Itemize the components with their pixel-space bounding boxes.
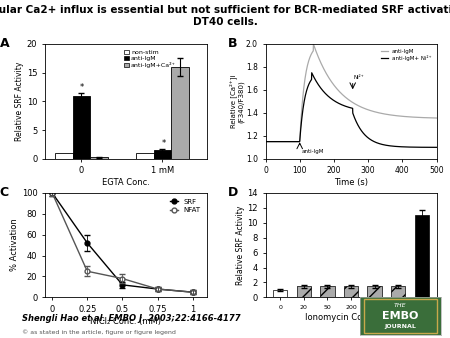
Bar [171,67,189,159]
Text: Shengli Hao et al. EMBO J. 2003;22:4166-4177: Shengli Hao et al. EMBO J. 2003;22:4166-… [22,314,241,323]
Legend: non-stim, anti-IgM, anti-IgM+Ca²⁺: non-stim, anti-IgM, anti-IgM+Ca²⁺ [121,47,178,71]
Text: EMBO: EMBO [382,311,418,321]
Y-axis label: % Activation: % Activation [10,219,19,271]
NFAT [155,287,160,291]
X-axis label: Ionomycin Conc. (nM): Ionomycin Conc. (nM) [305,313,397,322]
Bar [344,286,358,297]
SRF [50,191,55,195]
Bar [153,150,171,159]
SRF [120,283,125,287]
Y-axis label: Relative [Ca²⁺]i
(F340/F380): Relative [Ca²⁺]i (F340/F380) [229,75,244,128]
Bar [90,157,108,159]
Text: JOURNAL: JOURNAL [385,324,416,329]
Bar [320,286,334,297]
X-axis label: NiCl₂ Conc. (mM): NiCl₂ Conc. (mM) [90,317,162,326]
NFAT [50,191,55,195]
X-axis label: EGTA Conc.: EGTA Conc. [102,178,150,187]
Bar [55,153,72,159]
Text: Ni²⁺: Ni²⁺ [354,75,364,79]
Y-axis label: Relative SRF Activity: Relative SRF Activity [15,62,24,141]
Bar [136,153,153,159]
Bar [414,215,429,297]
NFAT [120,276,125,281]
Text: *: * [80,82,85,92]
Legend: SRF, NFAT: SRF, NFAT [167,196,203,216]
SRF [190,290,196,294]
NFAT [190,290,196,294]
Text: B: B [228,37,238,50]
X-axis label: Time (s): Time (s) [334,178,368,187]
Text: C: C [0,186,9,199]
SRF [155,287,160,291]
Bar [391,286,405,297]
Text: © as stated in the article, figure or figure legend: © as stated in the article, figure or fi… [22,329,176,335]
Text: D: D [228,186,238,199]
Y-axis label: Relative SRF Activity: Relative SRF Activity [236,206,245,285]
Line: SRF: SRF [50,190,195,295]
Line: NFAT: NFAT [50,190,195,295]
Text: Extracellular Ca2+ influx is essential but not sufficient for BCR-mediated SRF a: Extracellular Ca2+ influx is essential b… [0,5,450,27]
Legend: anti-IgM, anti-IgM+ Ni²⁺: anti-IgM, anti-IgM+ Ni²⁺ [378,47,434,63]
Bar [273,290,288,297]
Bar [297,286,311,297]
SRF [85,241,90,245]
Text: anti-IgM: anti-IgM [302,148,324,153]
Text: A: A [0,37,9,50]
Bar [368,286,382,297]
Text: THE: THE [394,303,407,308]
Bar [72,96,90,159]
Text: *: * [162,139,166,148]
NFAT [85,269,90,273]
